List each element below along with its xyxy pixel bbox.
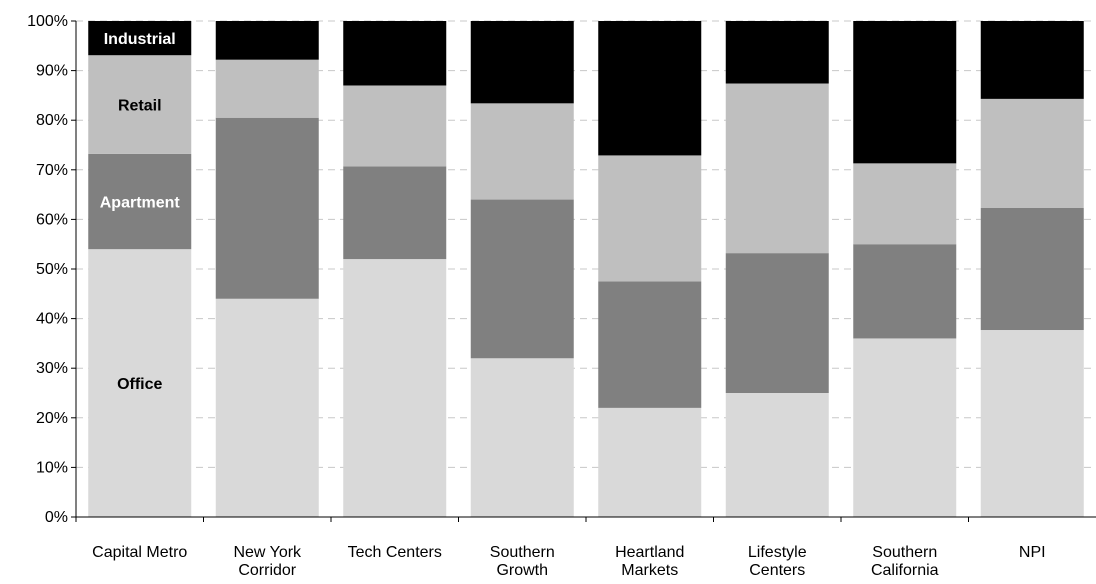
bar-segment-office	[343, 259, 447, 517]
bar-segment-office	[980, 330, 1084, 517]
y-tick-label: 0%	[45, 509, 68, 526]
series-label-apartment: Apartment	[100, 195, 181, 212]
bar-segment-retail	[470, 103, 574, 200]
y-tick-label: 80%	[36, 112, 68, 129]
x-category-label: NPI	[1019, 544, 1046, 561]
x-category-label: Markets	[621, 562, 678, 579]
x-category-label: Southern	[490, 544, 555, 561]
y-tick-label: 100%	[27, 13, 68, 30]
x-category-label: New York	[233, 544, 302, 561]
x-category-label: Growth	[496, 562, 548, 579]
bar-segment-industrial	[88, 21, 192, 56]
bar-segment-office	[598, 407, 702, 517]
series-label-industrial: Industrial	[104, 31, 176, 48]
bar-segment-industrial	[725, 21, 829, 84]
x-category-label: Tech Centers	[348, 544, 442, 561]
y-tick-label: 40%	[36, 311, 68, 328]
y-tick-label: 20%	[36, 410, 68, 427]
bar-segment-apartment	[343, 166, 447, 260]
bar-segment-industrial	[853, 21, 957, 164]
labels: 0% 10% 20% 30% 40% 50% 60% 70% 80% 90% 100% Office A…	[27, 13, 1046, 579]
bar-segment-retail	[343, 85, 447, 167]
bar-segment-industrial	[343, 21, 447, 86]
x-category-label: Centers	[749, 562, 805, 579]
y-tick-label: 50%	[36, 261, 68, 278]
bar-segment-retail	[725, 83, 829, 254]
bar-segment-retail	[215, 59, 319, 118]
x-category-label: Capital Metro	[92, 544, 187, 561]
bar-segment-apartment	[980, 207, 1084, 331]
x-category-label: Heartland	[615, 544, 684, 561]
bars	[88, 21, 1084, 517]
x-category-label: California	[871, 562, 939, 579]
bar-segment-office	[853, 338, 957, 517]
axes	[71, 20, 1096, 522]
bar-segment-apartment	[470, 199, 574, 359]
bar-segment-retail	[88, 55, 192, 154]
bar-segment-office	[88, 249, 192, 517]
x-category-label: Lifestyle	[748, 544, 807, 561]
bar-segment-industrial	[980, 21, 1084, 99]
series-label-retail: Retail	[118, 98, 162, 115]
x-category-label: Corridor	[238, 562, 296, 579]
bar-segment-apartment	[215, 117, 319, 299]
bar-segment-office	[470, 358, 574, 517]
bar-segment-retail	[598, 155, 702, 282]
bar-segment-apartment	[88, 153, 192, 250]
bar-segment-office	[725, 393, 829, 517]
y-tick-label: 90%	[36, 63, 68, 80]
y-tick-label: 10%	[36, 459, 68, 476]
bar-segment-retail	[853, 163, 957, 245]
y-tick-label: 70%	[36, 162, 68, 179]
bar-segment-retail	[980, 98, 1084, 208]
bar-segment-industrial	[215, 21, 319, 60]
series-label-office: Office	[117, 376, 162, 393]
y-tick-label: 60%	[36, 211, 68, 228]
bar-segment-apartment	[853, 244, 957, 339]
bar-segment-apartment	[598, 281, 702, 408]
bar-segment-industrial	[470, 21, 574, 104]
y-tick-label: 30%	[36, 360, 68, 377]
x-category-label: Southern	[872, 544, 937, 561]
bar-segment-industrial	[598, 21, 702, 156]
bar-segment-apartment	[725, 253, 829, 393]
bar-segment-office	[215, 298, 319, 517]
